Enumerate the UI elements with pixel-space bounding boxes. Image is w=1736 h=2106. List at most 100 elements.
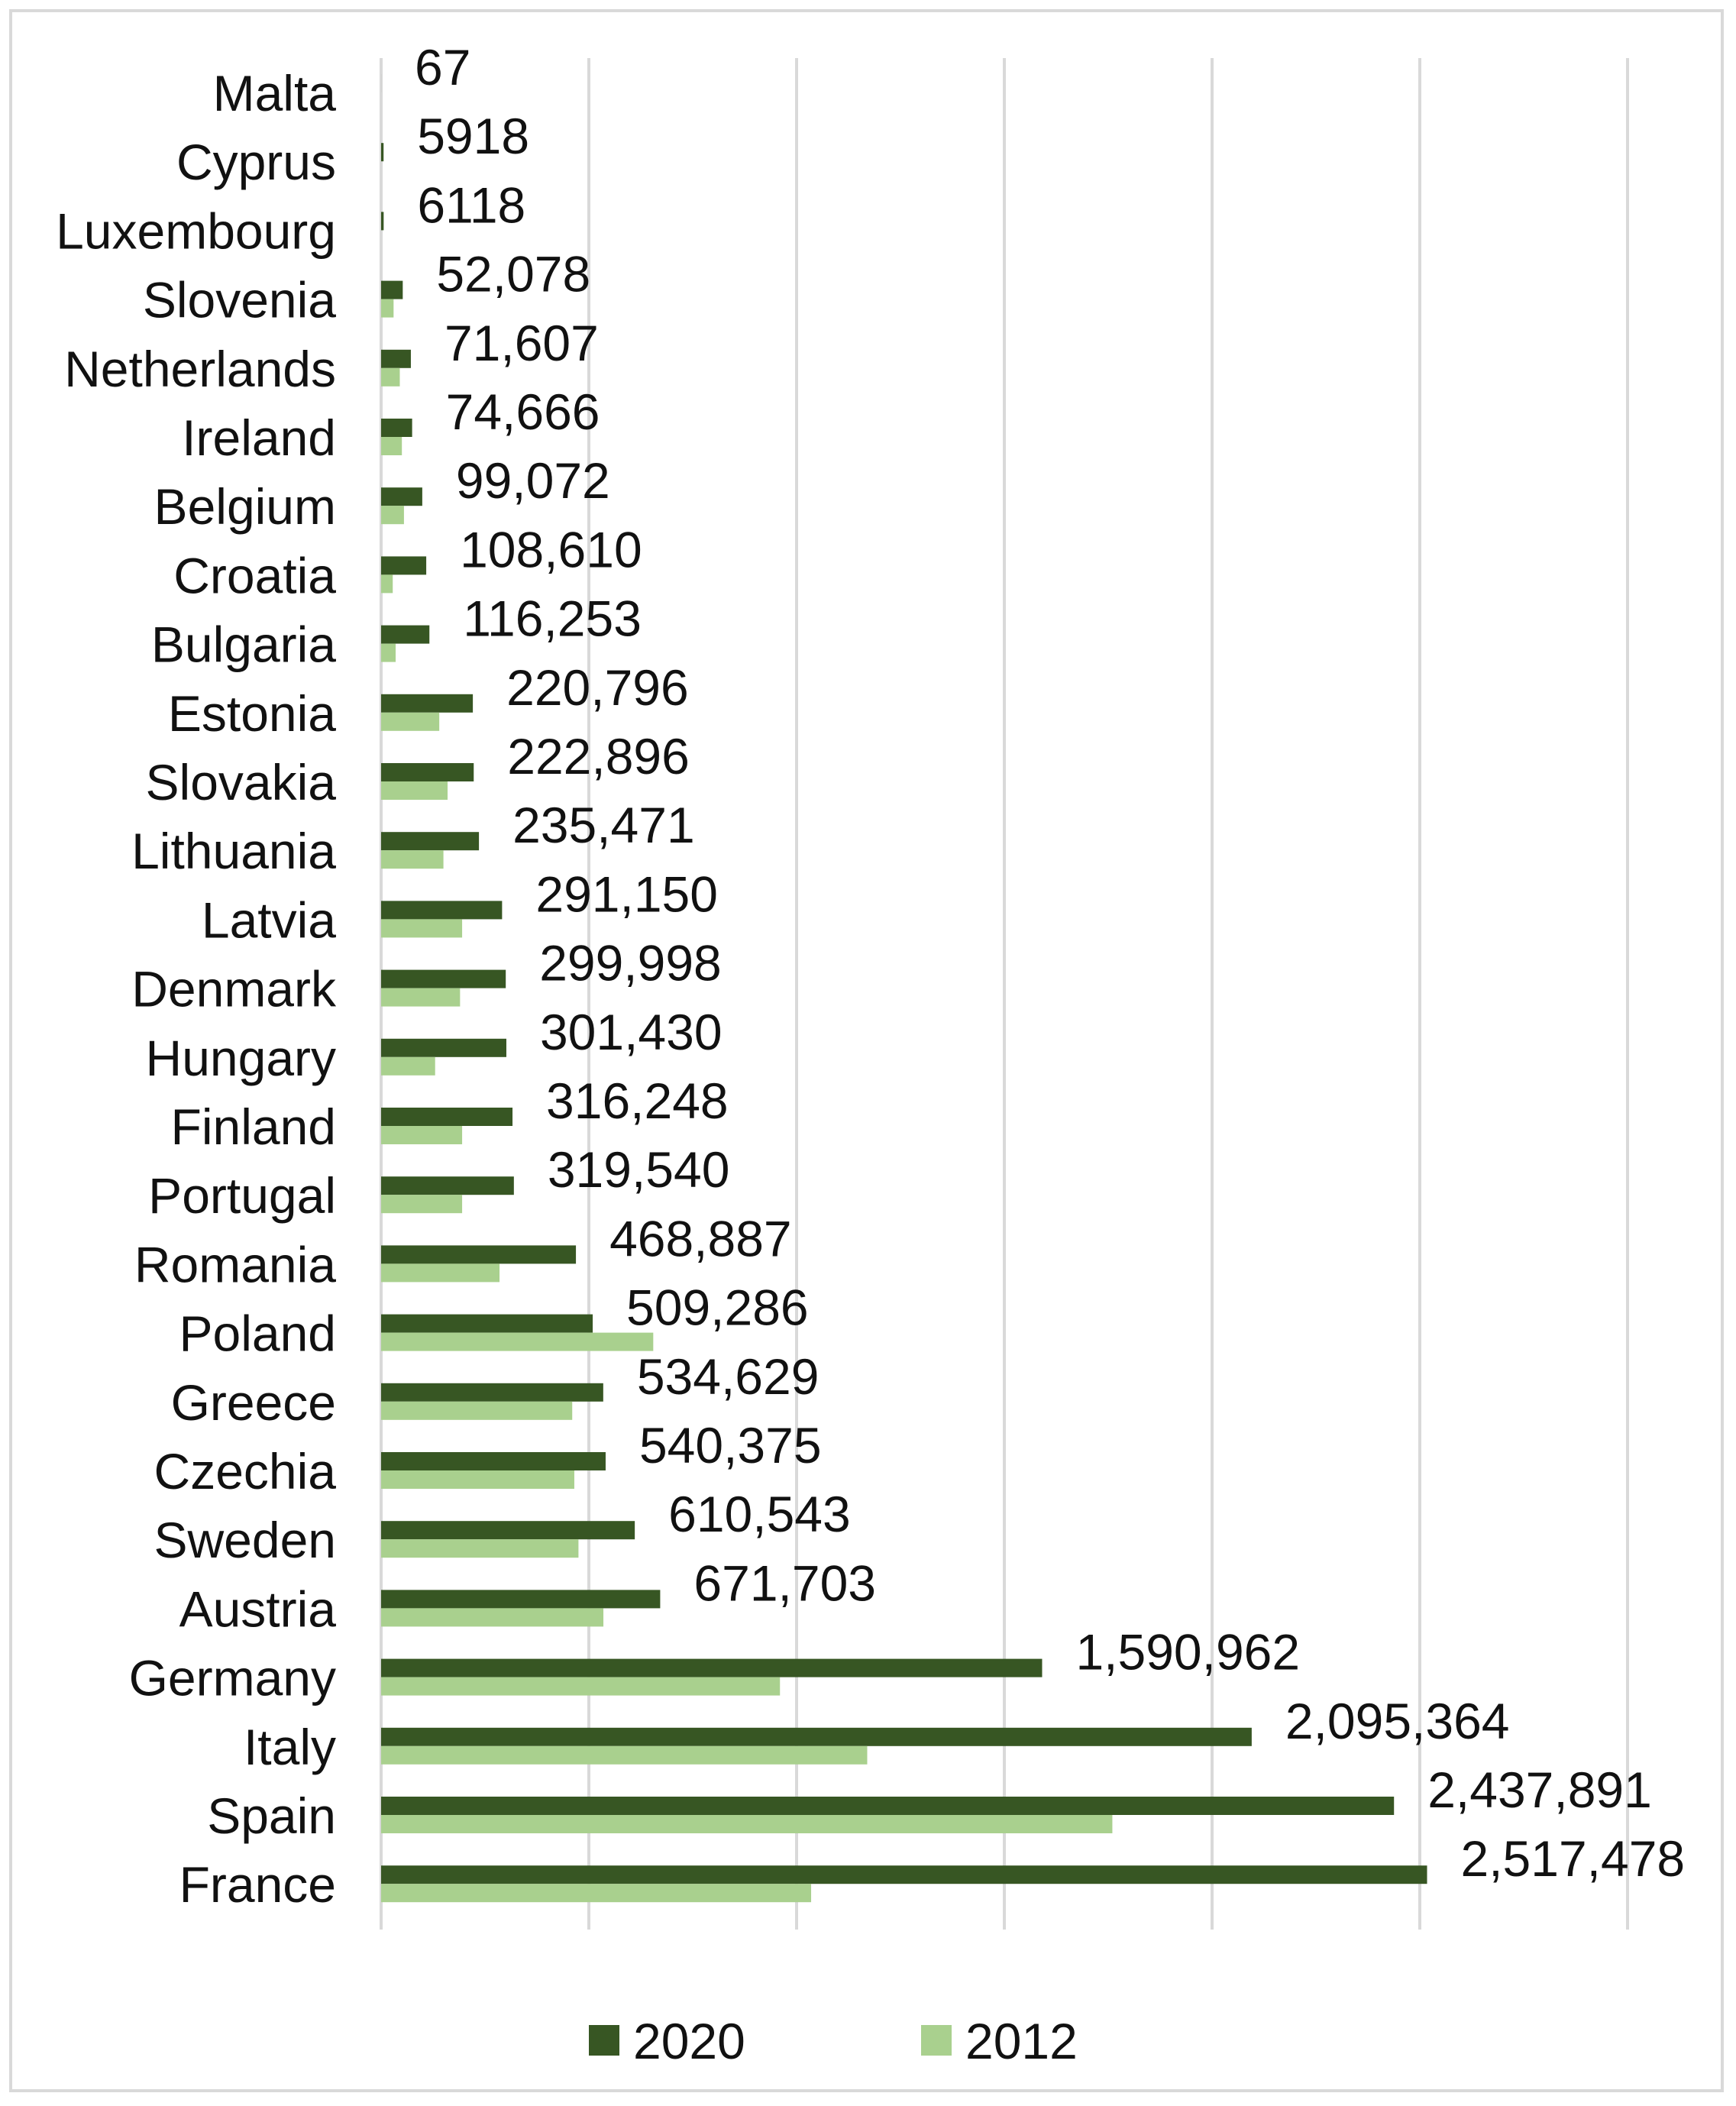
bar-2020-germany xyxy=(381,1658,1043,1677)
category-label: Estonia xyxy=(168,685,336,742)
data-label: 222,896 xyxy=(507,728,690,784)
legend-swatch-2020 xyxy=(589,2025,619,2056)
data-label: 2,517,478 xyxy=(1461,1830,1686,1887)
data-label: 509,286 xyxy=(626,1279,809,1336)
category-label: Malta xyxy=(213,65,337,121)
category-label: Denmark xyxy=(131,961,337,1017)
legend-label-2012: 2012 xyxy=(965,2013,1078,2069)
category-label: Lithuania xyxy=(131,823,336,879)
data-label: 316,248 xyxy=(546,1072,729,1129)
value-labels: 67 5918 6118 52,078 71,607 74,666 99,072 108,61… xyxy=(415,39,1685,1887)
bar-2020-latvia xyxy=(381,901,503,920)
bar-2020-sweden xyxy=(381,1521,635,1540)
bar-2012-croatia xyxy=(381,574,393,594)
data-label: 1,590,962 xyxy=(1075,1624,1300,1681)
bar-2012-netherlands xyxy=(381,367,400,387)
bar-2012-poland xyxy=(381,1332,654,1351)
data-label: 99,072 xyxy=(456,452,610,509)
bar-2012-slovenia xyxy=(381,299,394,318)
bar-2020-estonia xyxy=(381,694,474,713)
bar-2012-hungary xyxy=(381,1056,435,1076)
bar-2020-poland xyxy=(381,1314,593,1333)
bars xyxy=(381,74,1427,1903)
data-label: 2,437,891 xyxy=(1427,1761,1652,1818)
bar-2012-romania xyxy=(381,1263,500,1283)
category-label: Ireland xyxy=(182,409,336,466)
bar-chart: Malta Cyprus Luxembourg Slovenia Netherlands… xyxy=(56,39,1685,2069)
category-label: Romania xyxy=(134,1236,336,1292)
bar-2012-slovakia xyxy=(381,781,448,800)
data-label: 220,796 xyxy=(506,659,689,716)
bar-2012-portugal xyxy=(381,1195,463,1214)
category-label: Netherlands xyxy=(64,341,336,397)
data-label: 610,543 xyxy=(668,1486,851,1542)
bar-2012-germany xyxy=(381,1677,781,1696)
bar-2012-lithuania xyxy=(381,850,444,869)
bar-2020-slovenia xyxy=(381,280,403,299)
bar-2020-cyprus xyxy=(381,143,384,162)
data-label: 2,095,364 xyxy=(1285,1693,1510,1749)
category-labels: Malta Cyprus Luxembourg Slovenia Netherlands… xyxy=(56,65,337,1913)
bar-2020-spain xyxy=(381,1797,1395,1815)
bar-2012-latvia xyxy=(381,919,463,938)
bar-2012-sweden xyxy=(381,1539,579,1558)
data-label: 319,540 xyxy=(548,1141,730,1198)
bar-2020-luxembourg xyxy=(381,212,384,231)
gridlines xyxy=(380,58,1629,1930)
data-label: 5918 xyxy=(417,108,529,164)
bar-2012-austria xyxy=(381,1608,604,1627)
category-label: Bulgaria xyxy=(151,616,336,673)
bar-2012-france xyxy=(381,1884,812,1903)
bar-2020-finland xyxy=(381,1108,513,1126)
bar-2012-estonia xyxy=(381,712,440,731)
bar-2020-netherlands xyxy=(381,349,411,368)
bar-2012-denmark xyxy=(381,988,461,1007)
legend-label-2020: 2020 xyxy=(633,2013,745,2069)
category-label: Cyprus xyxy=(176,134,336,190)
bar-2020-portugal xyxy=(381,1176,514,1195)
category-label: Luxembourg xyxy=(56,202,336,259)
bar-2012-czechia xyxy=(381,1470,574,1489)
category-label: Italy xyxy=(244,1719,336,1775)
bar-2012-greece xyxy=(381,1401,573,1420)
bar-2012-italy xyxy=(381,1745,868,1765)
category-label: France xyxy=(179,1856,336,1913)
bar-2012-finland xyxy=(381,1126,463,1144)
data-label: 671,703 xyxy=(693,1554,876,1611)
data-label: 540,375 xyxy=(639,1417,822,1474)
data-label: 116,253 xyxy=(463,590,642,647)
data-label: 235,471 xyxy=(512,797,695,853)
category-label: Czechia xyxy=(154,1443,337,1499)
legend: 2020 2012 xyxy=(589,2013,1078,2069)
bar-2012-spain xyxy=(381,1815,1113,1833)
data-label: 291,150 xyxy=(535,865,718,922)
category-label: Spain xyxy=(207,1787,336,1844)
bar-2020-czechia xyxy=(381,1452,606,1470)
category-label: Hungary xyxy=(146,1030,336,1086)
category-label: Finland xyxy=(171,1098,336,1155)
data-label: 52,078 xyxy=(436,246,590,302)
category-label: Greece xyxy=(171,1374,336,1431)
bar-2020-bulgaria xyxy=(381,625,430,644)
data-label: 468,887 xyxy=(609,1210,792,1267)
category-label: Latvia xyxy=(202,891,336,948)
bar-2020-romania xyxy=(381,1245,577,1264)
bar-2020-ireland xyxy=(381,419,412,437)
data-label: 301,430 xyxy=(540,1004,723,1060)
data-label: 74,666 xyxy=(446,383,600,440)
category-label: Croatia xyxy=(173,547,336,603)
category-label: Slovenia xyxy=(143,272,336,328)
data-label: 67 xyxy=(415,39,470,95)
bar-2020-austria xyxy=(381,1590,661,1609)
category-label: Sweden xyxy=(154,1512,336,1568)
category-label: Slovakia xyxy=(146,754,337,810)
category-label: Belgium xyxy=(154,478,336,535)
category-label: Austria xyxy=(179,1580,337,1637)
bar-2020-france xyxy=(381,1865,1427,1884)
bar-2020-belgium xyxy=(381,487,422,506)
bar-2020-italy xyxy=(381,1727,1252,1746)
bar-2020-slovakia xyxy=(381,763,474,781)
bar-2020-croatia xyxy=(381,556,427,575)
legend-swatch-2012 xyxy=(921,2025,952,2056)
category-label: Portugal xyxy=(148,1167,336,1224)
